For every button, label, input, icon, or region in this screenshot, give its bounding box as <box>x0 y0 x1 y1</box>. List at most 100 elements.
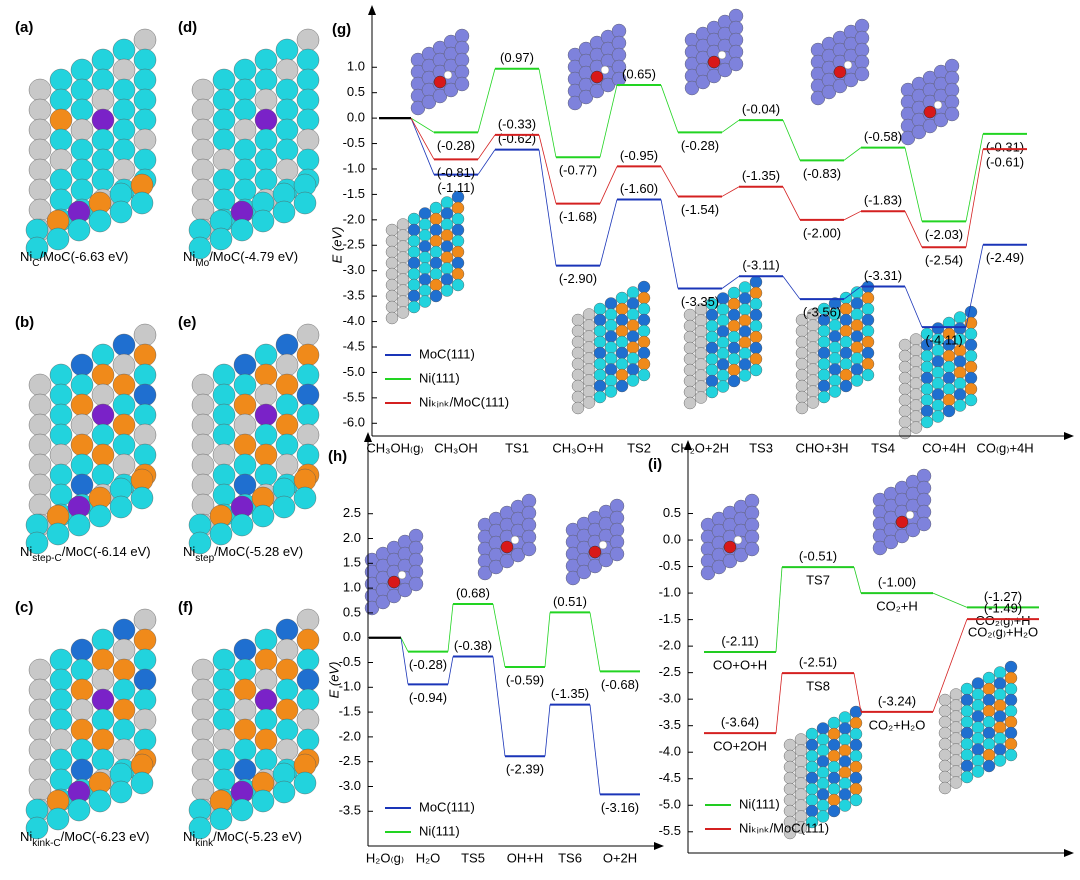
value-label: (-0.31) <box>986 139 1024 154</box>
atom <box>993 721 1007 734</box>
atom <box>396 262 410 275</box>
atom <box>827 738 841 752</box>
atom <box>233 638 257 662</box>
atom <box>828 363 842 376</box>
atom <box>749 297 763 311</box>
atom <box>28 758 52 782</box>
atom <box>407 234 421 248</box>
atom <box>396 240 410 253</box>
atom <box>212 363 236 387</box>
atom <box>960 770 974 784</box>
value-label: (-0.68) <box>601 677 639 692</box>
connector <box>853 673 862 712</box>
atom <box>70 78 94 102</box>
atom <box>1004 660 1018 674</box>
connector <box>599 199 618 266</box>
atom <box>694 347 708 360</box>
atom <box>28 78 52 102</box>
atom <box>571 357 585 371</box>
atom <box>233 473 257 497</box>
atom <box>91 68 115 92</box>
connector <box>904 147 923 222</box>
atom <box>783 782 797 796</box>
atom <box>440 284 454 297</box>
state-label: TS8 <box>806 679 830 694</box>
atom <box>593 368 607 382</box>
atom <box>254 463 278 487</box>
y-tick-label: 0.5 <box>347 84 365 99</box>
atom <box>91 128 115 152</box>
atom <box>296 383 320 407</box>
atom <box>440 218 454 231</box>
atom <box>25 816 49 840</box>
atom <box>254 403 278 427</box>
state-label: CO₂₍g₎+H <box>975 613 1030 628</box>
atom <box>953 311 967 324</box>
atom <box>49 668 73 692</box>
atom <box>396 306 410 319</box>
atom <box>130 486 154 510</box>
atom <box>46 522 70 546</box>
atom <box>275 413 299 437</box>
atom <box>275 718 299 742</box>
atom <box>960 682 974 696</box>
atom <box>133 68 157 92</box>
value-label: (-0.04) <box>742 102 780 117</box>
atom <box>694 391 708 404</box>
atom <box>25 531 49 555</box>
atom <box>407 245 421 259</box>
y-tick-label: -1.5 <box>343 186 365 201</box>
atom <box>909 344 923 357</box>
connector <box>965 244 984 328</box>
atom <box>133 128 157 152</box>
atom <box>872 540 888 556</box>
atom <box>839 346 853 360</box>
atom <box>296 148 320 172</box>
connector <box>775 673 783 734</box>
atom <box>212 443 236 467</box>
atom <box>1004 693 1018 707</box>
atom <box>212 423 236 447</box>
atom <box>626 286 640 299</box>
y-tick-label: 1.0 <box>343 580 361 595</box>
x-tick-label: H₂O <box>416 850 441 865</box>
atom <box>67 513 91 537</box>
atom <box>275 658 299 682</box>
atom <box>684 80 700 96</box>
atom <box>850 297 864 310</box>
atom <box>91 48 115 72</box>
atom <box>964 349 978 363</box>
atom <box>91 343 115 367</box>
atom <box>112 738 136 762</box>
atom <box>816 722 830 735</box>
atom <box>964 371 978 385</box>
x-axis-arrow <box>1064 432 1074 440</box>
atom <box>91 148 115 172</box>
atom <box>626 297 640 310</box>
atom <box>849 749 863 763</box>
atom <box>112 618 136 642</box>
atom <box>212 68 236 92</box>
atom <box>931 355 945 368</box>
atom <box>130 771 154 795</box>
atom <box>828 385 842 398</box>
atom <box>396 295 410 308</box>
atom <box>722 553 738 569</box>
atom <box>254 88 278 112</box>
atom <box>600 77 616 93</box>
atom <box>571 379 585 393</box>
atom <box>571 401 585 415</box>
atom <box>230 218 254 242</box>
value-label: (-3.31) <box>864 268 902 283</box>
atom <box>593 346 607 360</box>
atom <box>705 319 719 333</box>
atom <box>795 346 809 360</box>
atom <box>49 728 73 752</box>
connector <box>410 117 435 133</box>
atom <box>385 223 399 237</box>
atom <box>816 799 830 812</box>
atom <box>694 336 708 349</box>
atom <box>112 373 136 397</box>
y-tick-label: 0.5 <box>663 505 681 520</box>
caption-base: Ni <box>20 829 32 844</box>
